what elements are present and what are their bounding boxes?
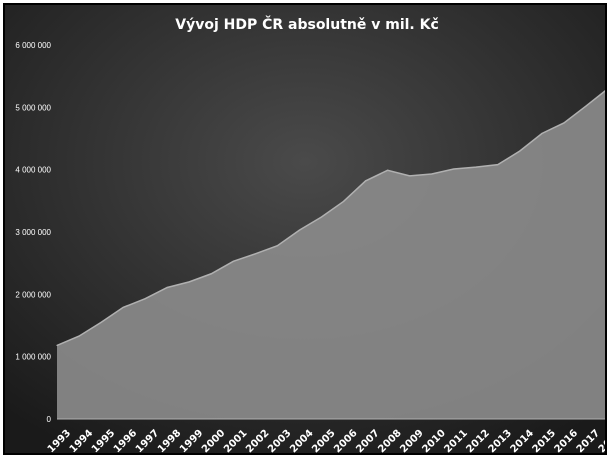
data-point (232, 260, 234, 262)
y-tick-label: 3 000 000 (15, 228, 51, 237)
data-point (563, 122, 565, 124)
data-point (453, 168, 455, 170)
y-tick-label: 6 000 000 (15, 41, 51, 50)
y-axis: 0 1 000 000 2 000 000 3 000 000 4 000 000 5 0… (15, 41, 51, 424)
y-tick-label: 4 000 000 (15, 166, 51, 175)
data-point (585, 105, 587, 107)
data-point (342, 200, 345, 203)
y-tick-label: 2 000 000 (15, 290, 51, 299)
data-point (100, 321, 102, 323)
gdp-area-chart: Vývoj HDP ČR absolutně v mil. Kč 0 1 000 … (5, 5, 605, 453)
gdp-area (57, 91, 605, 419)
data-point (78, 335, 80, 337)
data-point (122, 306, 124, 309)
y-tick-label: 1 000 000 (15, 353, 51, 362)
data-point (519, 150, 521, 152)
chart-frame: Vývoj HDP ČR absolutně v mil. Kč 0 1 000 … (3, 3, 607, 455)
data-point (364, 180, 367, 182)
data-point (210, 273, 212, 275)
data-point (475, 166, 477, 168)
y-tick-label: 0 (47, 415, 52, 424)
data-point (320, 216, 323, 218)
data-point (144, 298, 146, 300)
data-point (188, 281, 190, 283)
data-point (166, 286, 168, 289)
y-tick-label: 5 000 000 (15, 103, 51, 112)
plot-area (56, 90, 605, 419)
data-point (541, 132, 543, 135)
gdp-area-outline (56, 90, 605, 347)
data-point (298, 229, 301, 231)
data-point (387, 169, 389, 171)
data-point (276, 245, 278, 247)
data-point (56, 344, 58, 347)
data-point (431, 173, 433, 175)
data-point (409, 175, 411, 177)
chart-title: Vývoj HDP ČR absolutně v mil. Kč (175, 15, 439, 33)
data-point (497, 164, 499, 166)
data-point (254, 253, 256, 255)
